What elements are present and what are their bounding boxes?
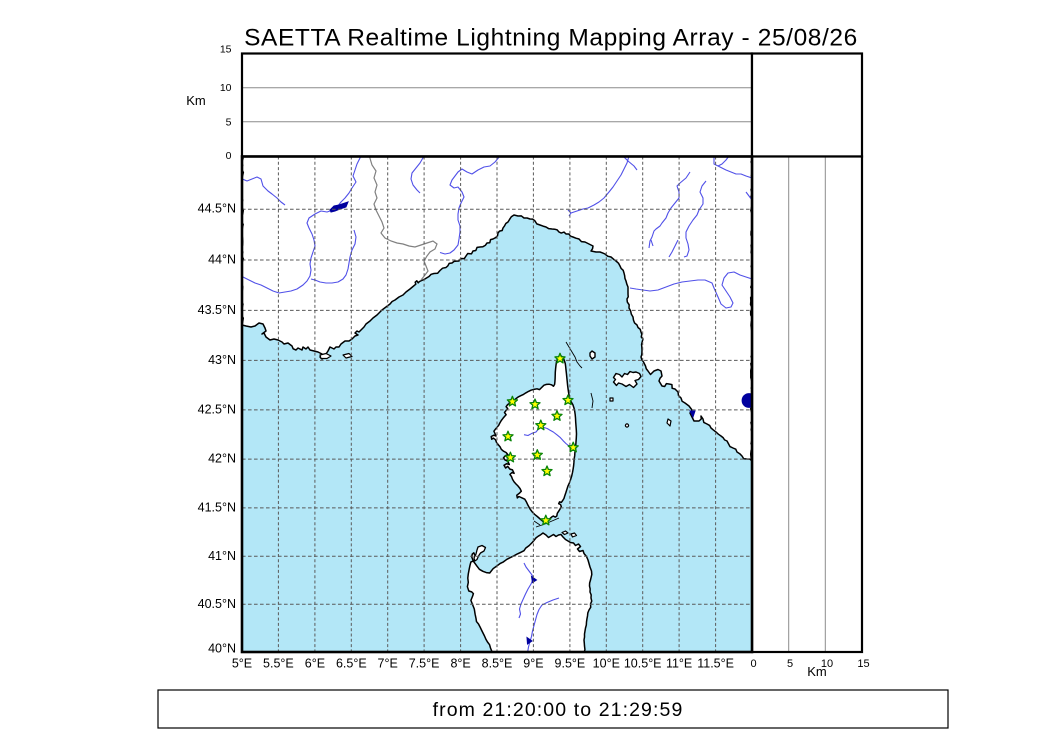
svg-text:0: 0 (750, 658, 756, 670)
svg-text:5.5°E: 5.5°E (263, 657, 294, 671)
svg-text:44.5°N: 44.5°N (198, 202, 236, 216)
svg-text:5: 5 (226, 116, 232, 128)
svg-text:7.5°E: 7.5°E (409, 657, 440, 671)
svg-text:11.5°E: 11.5°E (697, 657, 734, 671)
svg-text:10.5°E: 10.5°E (624, 657, 662, 671)
svg-text:43.5°N: 43.5°N (198, 303, 236, 317)
svg-text:SAETTA Realtime Lightning Mapp: SAETTA Realtime Lightning Mapping Array … (244, 25, 858, 52)
svg-text:from 21:20:00 to 21:29:59: from 21:20:00 to 21:29:59 (433, 699, 684, 721)
svg-text:11°E: 11°E (666, 657, 692, 671)
svg-text:9.5°E: 9.5°E (555, 657, 586, 671)
svg-text:7°E: 7°E (378, 657, 398, 671)
svg-text:6°E: 6°E (305, 657, 325, 671)
svg-text:42.5°N: 42.5°N (198, 402, 236, 416)
svg-text:10: 10 (821, 658, 833, 670)
svg-text:5: 5 (787, 658, 793, 670)
svg-text:Km: Km (186, 93, 206, 108)
svg-text:6.5°E: 6.5°E (336, 657, 367, 671)
svg-text:40°N: 40°N (208, 642, 236, 656)
svg-text:44°N: 44°N (208, 253, 236, 267)
svg-text:5°E: 5°E (232, 657, 252, 671)
svg-text:0: 0 (226, 150, 232, 162)
svg-text:10°E: 10°E (593, 657, 620, 671)
svg-text:15: 15 (220, 44, 232, 56)
svg-text:8.5°E: 8.5°E (482, 657, 513, 671)
svg-text:10: 10 (220, 82, 232, 94)
svg-text:8°E: 8°E (450, 657, 470, 671)
svg-text:43°N: 43°N (208, 353, 236, 367)
svg-text:42°N: 42°N (208, 452, 236, 466)
svg-text:15: 15 (857, 658, 869, 670)
svg-text:41.5°N: 41.5°N (198, 500, 236, 514)
svg-text:Km: Km (807, 664, 827, 679)
svg-text:41°N: 41°N (208, 549, 236, 563)
svg-text:9°E: 9°E (523, 657, 543, 671)
svg-text:40.5°N: 40.5°N (198, 597, 236, 611)
